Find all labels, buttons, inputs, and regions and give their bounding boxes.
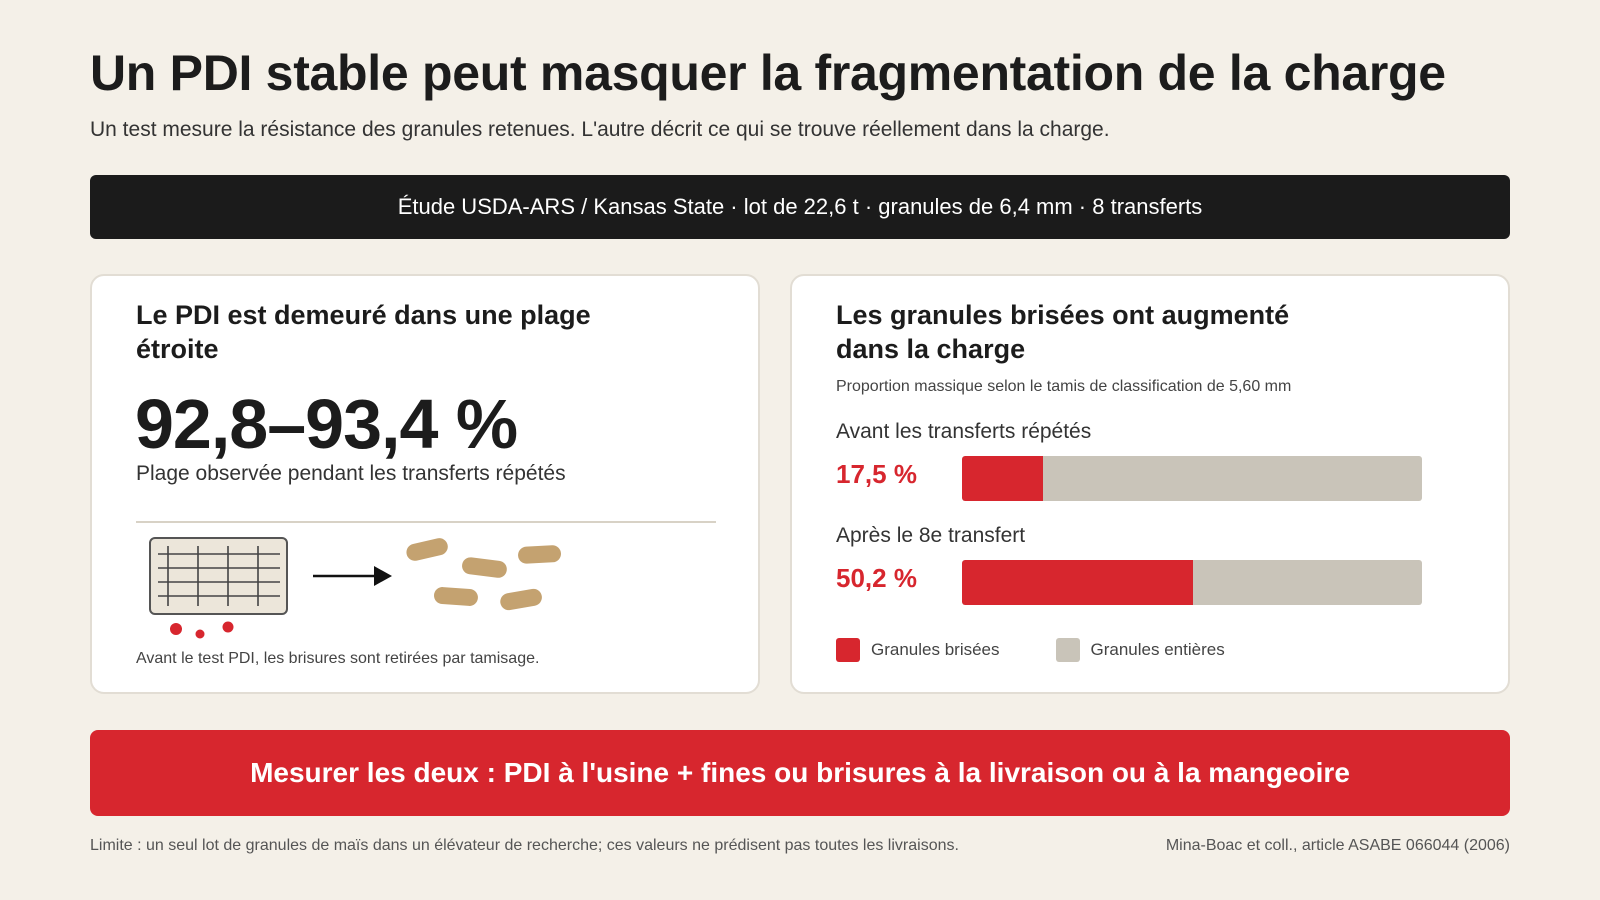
recommendation-banner: Mesurer les deux : PDI à l'usine + fines… (90, 730, 1510, 816)
pdi-card: Le PDI est demeuré dans une plage étroit… (90, 274, 760, 694)
pdi-range-value: 92,8–93,4 % (135, 385, 518, 463)
pellet-icon (406, 538, 562, 611)
row-label-before: Avant les transferts répétés (836, 420, 1092, 443)
bar-track-before (962, 456, 1422, 501)
page-subtitle: Un test mesure la résistance des granule… (90, 118, 1110, 141)
bar-fill-after (962, 560, 1193, 605)
divider (136, 521, 716, 523)
sieve-illustration (136, 536, 576, 653)
pdi-card-title: Le PDI est demeuré dans une plage étroit… (136, 300, 591, 364)
fines-dot-icon (170, 621, 234, 639)
legend-swatch-whole (1055, 638, 1080, 662)
page-title: Un PDI stable peut masquer la fragmentat… (90, 45, 1446, 101)
legend-label-broken: Granules brisées (871, 640, 1000, 659)
legend-item-whole: Granules entières (1055, 638, 1225, 662)
study-info-banner: Étude USDA-ARS / Kansas State · lot de 2… (90, 175, 1510, 239)
source-citation: Mina-Boac et coll., article ASABE 066044… (1165, 837, 1510, 854)
row-percent-before: 17,5 % (836, 459, 917, 489)
bar-fill-before (962, 456, 1043, 501)
row-label-after: Après le 8e transfert (836, 524, 1026, 547)
breakage-card-title: Les granules brisées ont augmenté dans l… (836, 300, 1290, 364)
legend: Granules brisées Granules entières (836, 638, 1281, 662)
legend-item-broken: Granules brisées (836, 638, 1000, 662)
row-percent-after: 50,2 % (836, 563, 917, 593)
breakage-card: Les granules brisées ont augmenté dans l… (790, 274, 1510, 694)
bar-track-after (962, 560, 1422, 605)
pdi-range-caption: Plage observée pendant les transferts ré… (136, 462, 566, 485)
legend-swatch-broken (836, 638, 860, 662)
arrow-right-icon (313, 566, 392, 586)
sieve-note: Proportion massique selon le tamis de cl… (836, 378, 1292, 395)
illustration-caption: Avant le test PDI, les brisures sont ret… (136, 650, 540, 667)
limitation-note: Limite : un seul lot de granules de maïs… (90, 837, 959, 854)
sieve-icon (149, 537, 288, 615)
legend-label-whole: Granules entières (1090, 640, 1225, 659)
